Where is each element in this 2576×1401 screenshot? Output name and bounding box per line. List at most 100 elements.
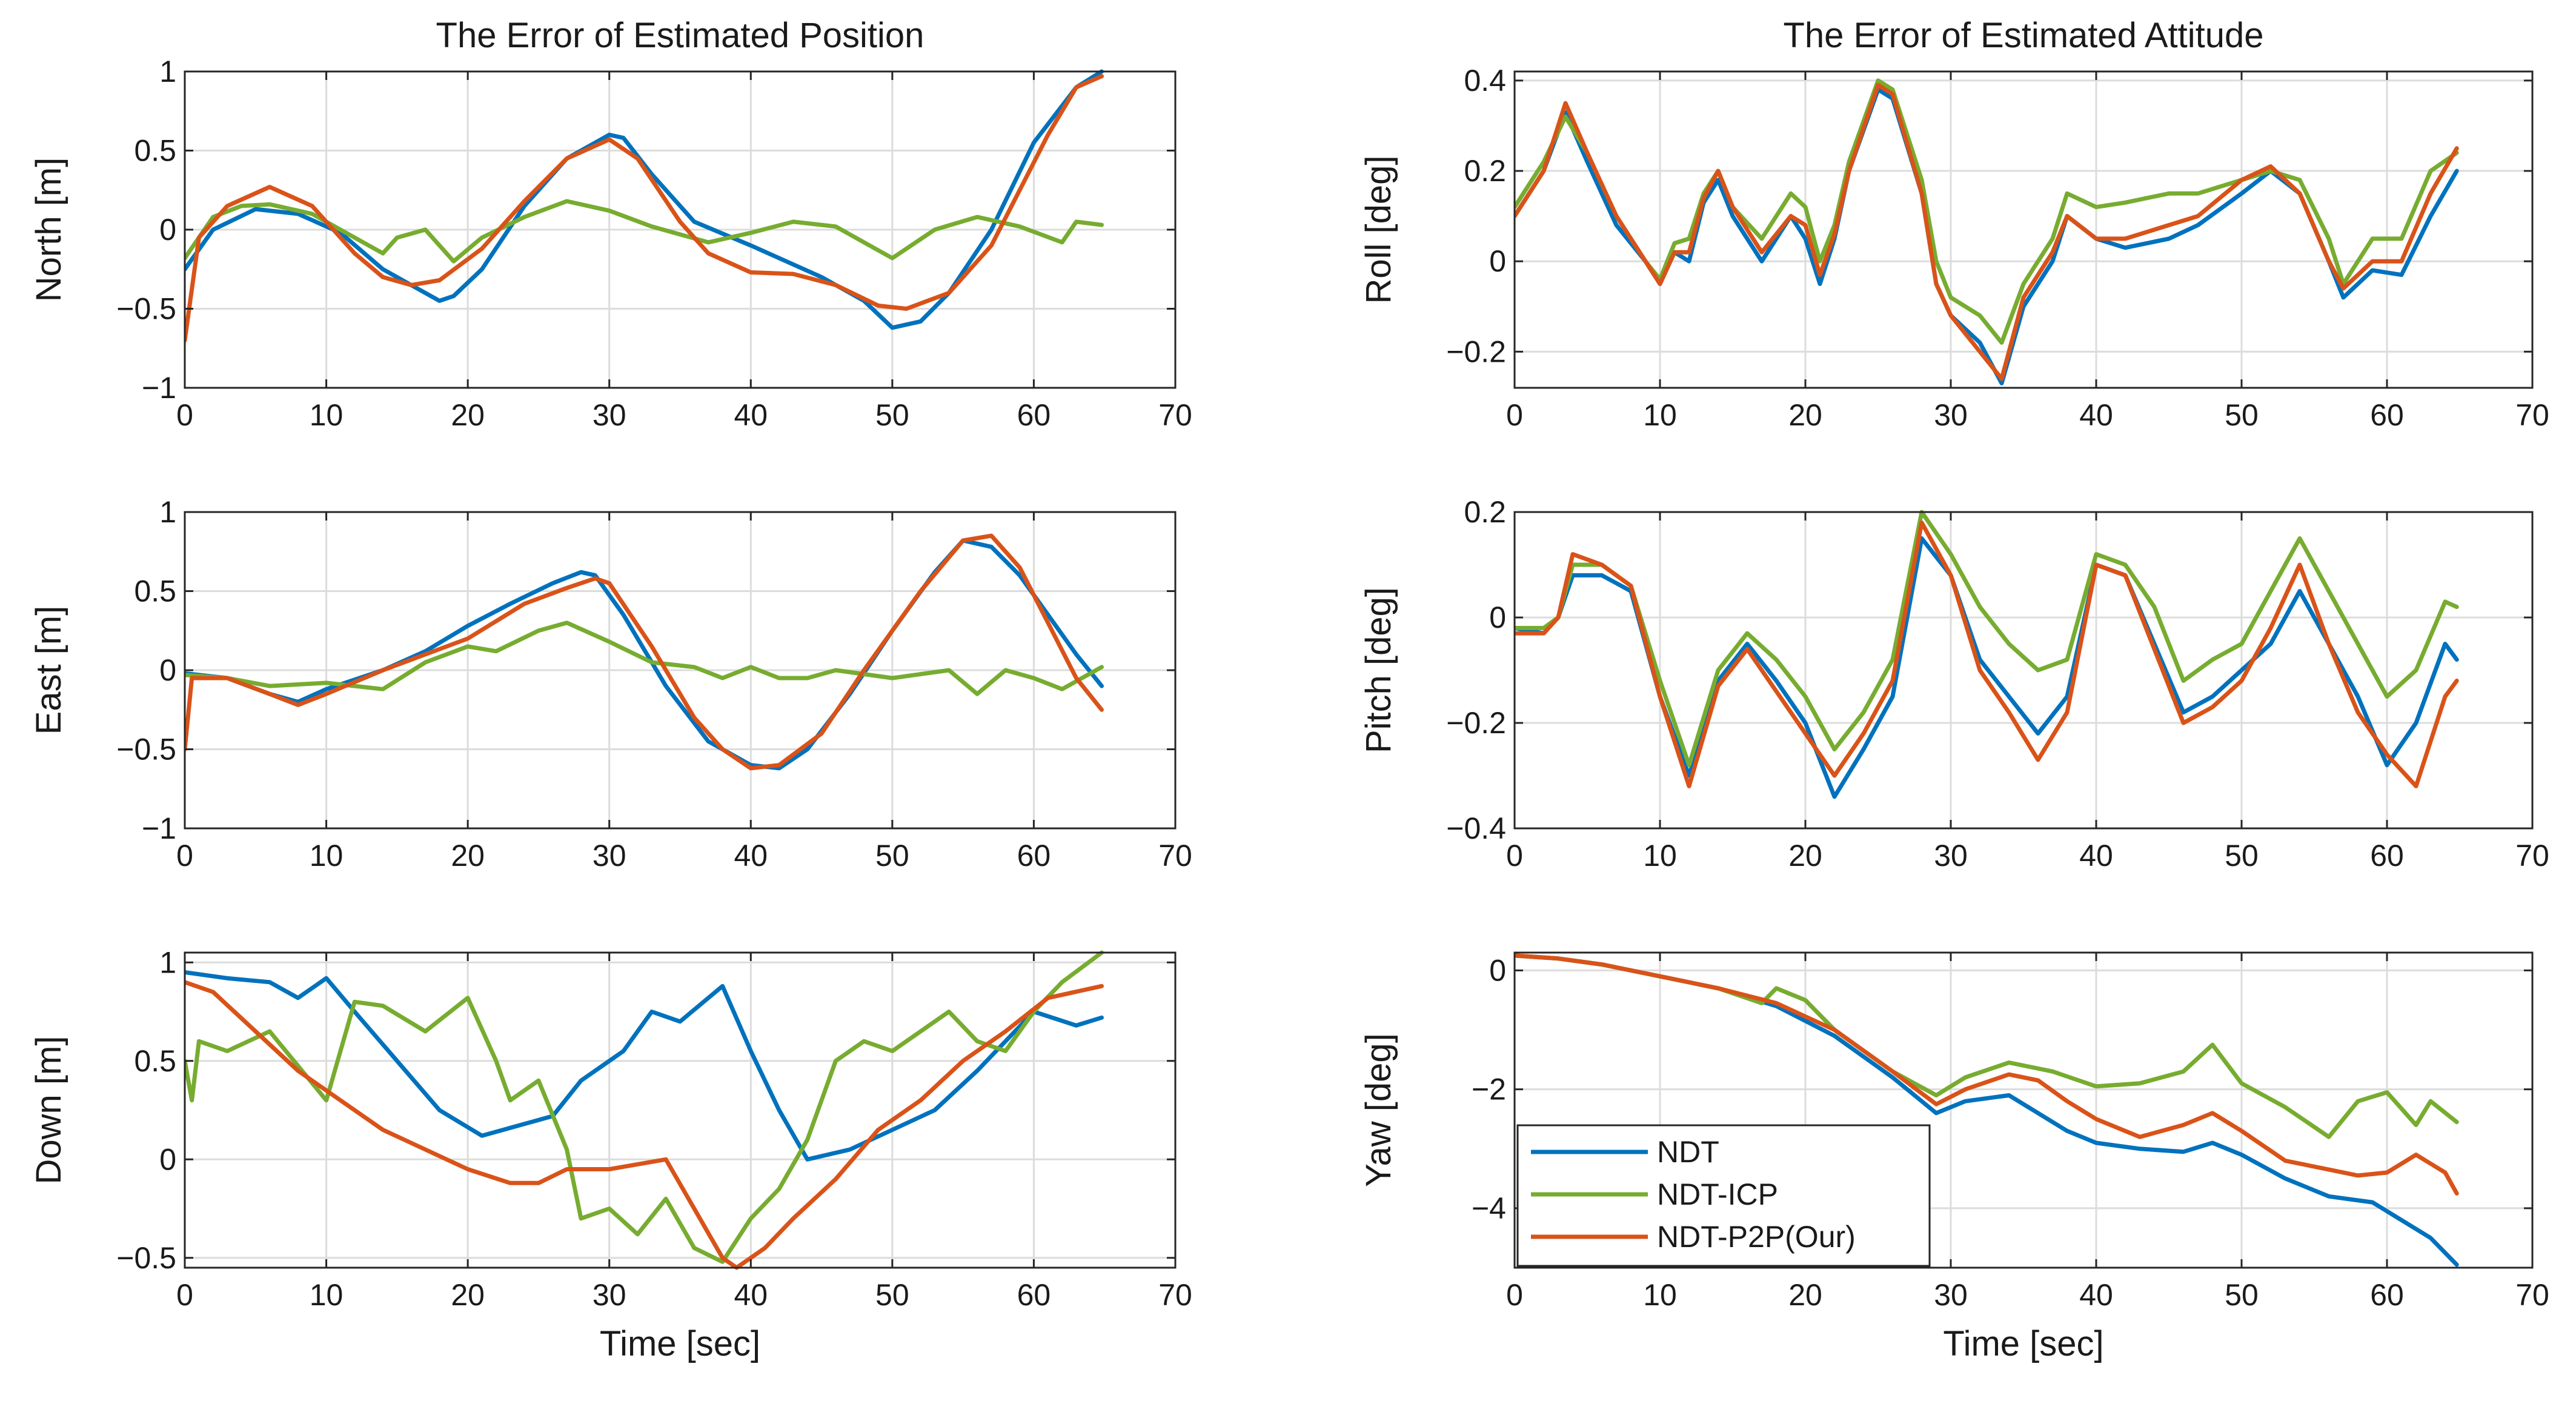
east-series-ndt-p2p xyxy=(185,533,1104,771)
pitch-xtick-label: 70 xyxy=(2515,839,2549,873)
pitch-xtick-label: 10 xyxy=(1643,839,1677,873)
down-xtick-label: 70 xyxy=(1158,1278,1192,1312)
pitch-ytick-label: 0 xyxy=(1489,601,1506,634)
north-title: The Error of Estimated Position xyxy=(436,16,925,55)
yaw-xtick-label: 60 xyxy=(2370,1278,2404,1312)
pitch-series-ndt-p2p xyxy=(1515,520,2459,788)
roll-xtick-label: 0 xyxy=(1506,398,1523,432)
east-xtick-label: 10 xyxy=(310,839,344,873)
east-ytick-label: 1 xyxy=(159,495,176,529)
east-xtick-label: 50 xyxy=(875,839,909,873)
north-xtick-label: 70 xyxy=(1158,398,1192,432)
down-series-ndt-icp xyxy=(185,950,1104,1264)
north-ytick-label: −0.5 xyxy=(116,292,176,326)
down-xtick-label: 20 xyxy=(451,1278,485,1312)
east-ytick-label: −0.5 xyxy=(116,733,176,767)
roll-ytick-label: 0.2 xyxy=(1464,154,1506,188)
north-ylabel: North [m] xyxy=(29,158,68,302)
north-ytick-label: 0 xyxy=(159,213,176,247)
north-series-ndt xyxy=(185,69,1104,330)
north-ytick-label: 1 xyxy=(159,55,176,88)
pitch-ylabel: Pitch [deg] xyxy=(1359,587,1398,753)
down-series-ndt xyxy=(185,970,1104,1162)
pitch-series-ndt-icp xyxy=(1515,510,2459,768)
legend: NDT NDT-ICP NDT-P2P(Our) xyxy=(1516,1124,1931,1267)
yaw-ylabel: Yaw [deg] xyxy=(1359,1033,1398,1187)
roll-title: The Error of Estimated Attitude xyxy=(1783,16,2263,55)
pitch-axes-frame xyxy=(1513,511,2534,830)
pitch-ytick-label: −0.4 xyxy=(1446,811,1506,845)
east-ytick-label: 0.5 xyxy=(134,574,176,608)
yaw-xtick-label: 10 xyxy=(1643,1278,1677,1312)
roll-xtick-label: 70 xyxy=(2515,398,2549,432)
north-xtick-label: 40 xyxy=(734,398,768,432)
yaw-xtick-label: 70 xyxy=(2515,1278,2549,1312)
yaw-xtick-label: 30 xyxy=(1934,1278,1968,1312)
north-xtick-label: 50 xyxy=(875,398,909,432)
down-xtick-label: 0 xyxy=(176,1278,193,1312)
down-xtick-label: 50 xyxy=(875,1278,909,1312)
yaw-ytick-label: 0 xyxy=(1489,953,1506,987)
pitch-ytick-label: −0.2 xyxy=(1446,706,1506,740)
legend-label-ndt-icp: NDT-ICP xyxy=(1657,1177,1778,1211)
east-ytick-label: −1 xyxy=(142,811,176,845)
roll-ylabel: Roll [deg] xyxy=(1359,155,1398,304)
east-xtick-label: 30 xyxy=(593,839,626,873)
legend-label-ndt: NDT xyxy=(1657,1135,1719,1169)
yaw-xtick-label: 20 xyxy=(1788,1278,1822,1312)
roll-series-ndt-p2p xyxy=(1515,82,2459,381)
down-xtick-label: 60 xyxy=(1017,1278,1051,1312)
east-xtick-label: 70 xyxy=(1158,839,1192,873)
east-xtick-label: 60 xyxy=(1017,839,1051,873)
roll-ytick-label: 0.4 xyxy=(1464,64,1506,98)
legend-label-ndt-p2p: NDT-P2P(Our) xyxy=(1657,1220,1856,1254)
down-ylabel: Down [m] xyxy=(29,1036,68,1185)
roll-xtick-label: 30 xyxy=(1934,398,1968,432)
down-xtick-label: 30 xyxy=(593,1278,626,1312)
yaw-xtick-label: 50 xyxy=(2225,1278,2259,1312)
north-ytick-label: 0.5 xyxy=(134,134,176,168)
east-ylabel: East [m] xyxy=(29,606,68,735)
pitch-plot-area xyxy=(1515,512,2532,828)
pitch-xtick-label: 40 xyxy=(2079,839,2113,873)
pitch-xtick-label: 0 xyxy=(1506,839,1523,873)
down-series-ndt-p2p xyxy=(185,980,1104,1270)
roll-xtick-label: 20 xyxy=(1788,398,1822,432)
down-ytick-label: 1 xyxy=(159,945,176,979)
down-axes-frame xyxy=(184,951,1177,1269)
yaw-axes-frame xyxy=(1513,951,2534,1269)
down-xtick-label: 40 xyxy=(734,1278,768,1312)
east-xtick-label: 20 xyxy=(451,839,485,873)
east-series-ndt-icp xyxy=(185,621,1104,696)
roll-axes-frame xyxy=(1513,70,2534,389)
north-xtick-label: 30 xyxy=(593,398,626,432)
north-xtick-label: 0 xyxy=(176,398,193,432)
east-ytick-label: 0 xyxy=(159,653,176,687)
east-xtick-label: 0 xyxy=(176,839,193,873)
pitch-xtick-label: 20 xyxy=(1788,839,1822,873)
roll-xtick-label: 10 xyxy=(1643,398,1677,432)
roll-xtick-label: 40 xyxy=(2079,398,2113,432)
north-ytick-label: −1 xyxy=(142,371,176,405)
yaw-ytick-label: −2 xyxy=(1472,1073,1506,1106)
north-xtick-label: 10 xyxy=(310,398,344,432)
pitch-xtick-label: 30 xyxy=(1934,839,1968,873)
roll-xtick-label: 60 xyxy=(2370,398,2404,432)
yaw-xlabel: Time [sec] xyxy=(1943,1324,2103,1363)
roll-ytick-label: 0 xyxy=(1489,244,1506,278)
roll-ytick-label: −0.2 xyxy=(1446,334,1506,368)
yaw-series-ndt-p2p xyxy=(1515,953,2459,1196)
roll-plot-area xyxy=(1515,72,2532,388)
north-xtick-label: 20 xyxy=(451,398,485,432)
north-series-ndt-p2p xyxy=(185,74,1104,343)
down-ytick-label: 0 xyxy=(159,1142,176,1176)
pitch-xtick-label: 60 xyxy=(2370,839,2404,873)
north-xtick-label: 60 xyxy=(1017,398,1051,432)
roll-xtick-label: 50 xyxy=(2225,398,2259,432)
east-xtick-label: 40 xyxy=(734,839,768,873)
pitch-ytick-label: 0.2 xyxy=(1464,495,1506,529)
panel-north: 0 10 20 30 40 50 60 70 −1 −0.5 0 0.5 1 The Error of E… xyxy=(29,16,1192,432)
